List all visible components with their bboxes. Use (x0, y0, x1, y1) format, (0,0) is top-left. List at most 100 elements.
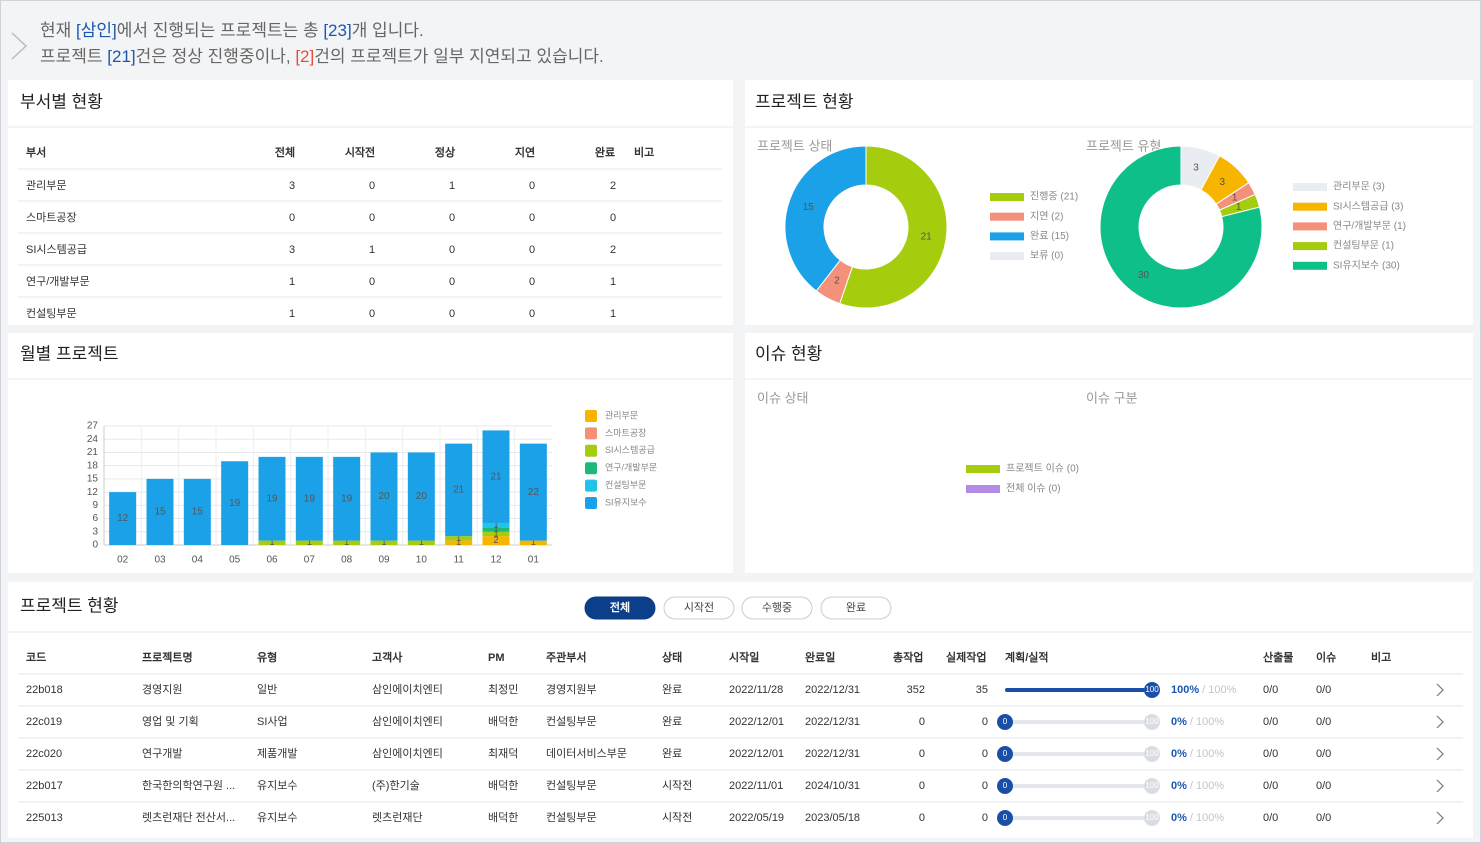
progress-knob (997, 810, 1013, 826)
row-chevron[interactable] (1436, 715, 1444, 729)
header-segment: 건의 프로젝트가 일부 지연되고 있습니다. (314, 47, 604, 66)
data-label: 2 (493, 535, 498, 545)
x-tick-label: 05 (229, 555, 241, 566)
data-label: 1 (531, 537, 536, 547)
table-header: 부서 (26, 145, 46, 159)
filter-button[interactable]: 수행중 (741, 596, 813, 620)
progress-label: 0%/ 100% (1171, 716, 1224, 728)
table-cell: 시작전 (662, 811, 692, 824)
table-cell: 배덕한 (488, 811, 518, 824)
progress-label: 0%/ 100% (1171, 812, 1224, 824)
x-tick-label: 06 (266, 555, 278, 566)
progress-plan-marker (1144, 778, 1160, 794)
x-tick-label: 03 (154, 555, 166, 566)
data-label: 1 (269, 537, 274, 547)
bar-segment (482, 531, 510, 537)
table-cell: 경영지원부 (546, 683, 597, 696)
row-chevron[interactable] (1436, 779, 1444, 793)
table-cell: 0 (982, 748, 988, 760)
table-cell: 1 (289, 308, 295, 320)
table-cell: 1 (449, 180, 455, 192)
progress-knob (997, 778, 1013, 794)
table-cell: 0 (919, 812, 925, 824)
legend-label: 관리부문 (605, 410, 638, 420)
legend-swatch (585, 427, 597, 440)
progress-plan-label: / 100% (1190, 748, 1224, 760)
header-segment: 에서 진행되는 프로젝트는 총 (117, 21, 324, 40)
data-label: 2 (834, 275, 840, 286)
data-label: 3 (1220, 177, 1226, 188)
progress-track (1005, 816, 1152, 820)
table-cell: 0/0 (1263, 812, 1278, 824)
row-chevron[interactable] (1436, 811, 1444, 825)
progress-label: 0%/ 100% (1171, 748, 1224, 760)
y-tick-label: 6 (92, 513, 98, 524)
table-header: 계획/실적 (1005, 650, 1049, 664)
data-label: 21 (921, 232, 933, 243)
bar-segment (295, 456, 323, 541)
table-cell: 0 (369, 308, 375, 320)
filter-button-label: 전체 (610, 600, 630, 614)
x-tick-label: 04 (192, 555, 204, 566)
panel-title: 월별 프로젝트 (20, 344, 119, 363)
table-cell: SI사업 (257, 715, 288, 728)
table-cell: 0/0 (1316, 684, 1331, 696)
table-cell: 0/0 (1263, 684, 1278, 696)
legend-swatch (966, 465, 1000, 473)
header-segment: 개 입니다. (352, 21, 424, 40)
table-cell: 제품개발 (257, 747, 297, 760)
bar-segment (370, 452, 398, 541)
x-tick-label: 02 (117, 555, 129, 566)
table-header: PM (488, 652, 505, 664)
table-cell: 0 (289, 212, 295, 224)
table-cell: 0 (369, 276, 375, 288)
table-cell: 0 (449, 308, 455, 320)
bar-segment (482, 522, 510, 528)
y-tick-label: 12 (87, 487, 99, 498)
table-cell: 0 (982, 716, 988, 728)
filter-button[interactable]: 시작전 (663, 596, 735, 620)
table-cell: 1 (369, 244, 375, 256)
table-cell: 0/0 (1263, 748, 1278, 760)
data-label: 21 (490, 471, 502, 482)
bar-segment (445, 443, 473, 537)
table-cell: 0/0 (1316, 748, 1331, 760)
data-label: 15 (803, 202, 815, 213)
table-cell: 0 (449, 212, 455, 224)
filter-button[interactable]: 완료 (820, 596, 892, 620)
legend-swatch (1293, 261, 1327, 270)
bar-segment (221, 461, 249, 545)
progress-plan-value: 100 (1145, 781, 1159, 790)
table-cell: 한국한의학연구원 ... (142, 779, 235, 792)
progress-actual-value: 100 (1145, 685, 1159, 694)
x-tick-label: 01 (528, 555, 540, 566)
table-cell: 0/0 (1316, 812, 1331, 824)
progress-plan-label: / 100% (1190, 716, 1224, 728)
table-cell: 삼인에이치엔티 (372, 715, 443, 728)
table-header: 완료 (595, 146, 615, 159)
filter-button-bg (663, 596, 735, 620)
row-chevron[interactable] (1436, 683, 1444, 697)
legend-label: 진행중 (21) (1030, 191, 1078, 203)
bar-segment (183, 478, 211, 545)
legend-swatch (1293, 242, 1327, 251)
table-cell: 0 (529, 244, 535, 256)
filter-button[interactable]: 전체 (584, 596, 656, 620)
table-cell: 0 (919, 748, 925, 760)
legend-label: 컨설팅부문 (605, 480, 646, 490)
table-cell: 22c019 (26, 716, 62, 728)
bar-segment (519, 443, 547, 541)
table-cell: 3 (289, 244, 295, 256)
table-cell: 데이터서비스부문 (546, 747, 627, 760)
filter-button-label: 완료 (846, 601, 866, 614)
progress-plan-marker (1144, 714, 1160, 730)
progress-plan-value: 100 (1145, 749, 1159, 758)
table-cell: 2022/11/28 (729, 684, 783, 696)
y-tick-label: 24 (87, 434, 99, 445)
y-tick-label: 0 (92, 540, 98, 551)
table-cell: SI시스템공급 (26, 243, 87, 256)
data-label: 20 (416, 491, 428, 502)
row-chevron[interactable] (1436, 747, 1444, 761)
table-cell: 1 (610, 276, 616, 288)
table-cell: 0 (982, 812, 988, 824)
